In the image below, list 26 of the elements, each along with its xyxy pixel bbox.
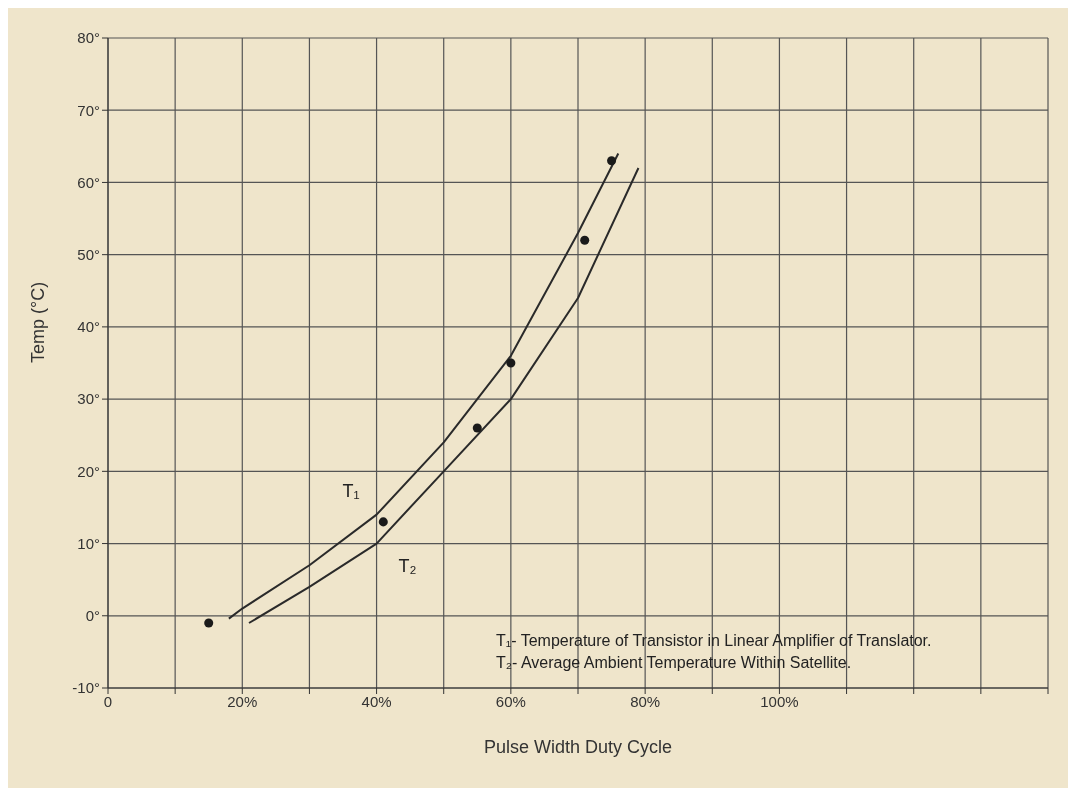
point	[378, 517, 388, 527]
x-tick-label: 40%	[361, 692, 392, 710]
y-tick-label: 80°	[77, 29, 100, 47]
point	[607, 156, 617, 166]
y-tick-label: 60°	[77, 173, 100, 191]
y-tick-label: -10°	[72, 679, 100, 697]
series-label: T₂	[398, 555, 417, 576]
x-axis-title: Pulse Width Duty Cycle	[483, 737, 673, 757]
y-tick-label: 0°	[85, 607, 100, 625]
x-tick-label: 0	[103, 692, 113, 710]
x-tick-label: 100%	[760, 692, 799, 710]
y-tick-label: 50°	[77, 245, 100, 263]
y-axis-title: Temp (°C)	[28, 281, 49, 363]
y-tick-label: 30°	[77, 390, 100, 408]
point	[506, 358, 516, 368]
x-tick-label: 60%	[495, 692, 526, 710]
y-tick-label: 70°	[77, 101, 100, 119]
point	[472, 423, 482, 433]
y-tick-label: 40°	[77, 318, 100, 336]
x-tick-label: 80%	[630, 692, 661, 710]
point	[204, 618, 214, 628]
y-tick-label: 20°	[77, 462, 100, 480]
series-label: T₁	[342, 480, 360, 501]
x-tick-label: 20%	[227, 692, 258, 710]
point	[580, 235, 590, 245]
y-tick-label: 10°	[77, 534, 100, 552]
